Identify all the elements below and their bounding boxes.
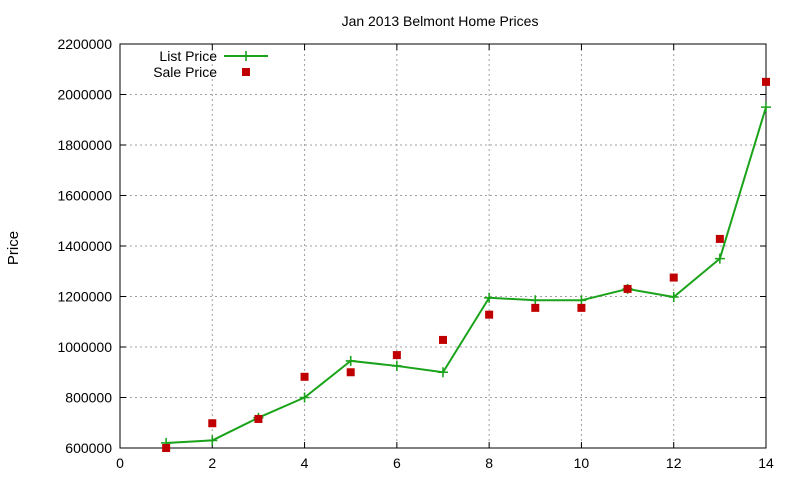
list-price-point xyxy=(207,435,218,446)
sale-price-point xyxy=(531,303,540,312)
y-tick-label: 600000 xyxy=(65,440,112,456)
y-tick-label: 1000000 xyxy=(57,339,112,355)
x-tick-label: 10 xyxy=(574,455,590,471)
y-tick-label: 1800000 xyxy=(57,137,112,153)
sale-price-point xyxy=(762,77,770,86)
sale-price-point xyxy=(485,310,494,319)
sale-price-point xyxy=(254,414,263,423)
x-tick-label: 2 xyxy=(208,455,216,471)
series-layer xyxy=(161,77,771,452)
x-tick-label: 14 xyxy=(758,455,774,471)
x-tick-label: 0 xyxy=(116,455,124,471)
list-price-point xyxy=(714,253,725,264)
y-tick-label: 1600000 xyxy=(57,188,112,204)
x-tick-label: 6 xyxy=(393,455,401,471)
list-price-point xyxy=(761,102,771,113)
list-price-point xyxy=(299,392,310,403)
sale-price-point xyxy=(715,234,724,243)
y-tick-label: 1200000 xyxy=(57,289,112,305)
y-tick-label: 2000000 xyxy=(57,87,112,103)
sale-price-point xyxy=(162,444,171,452)
legend-label: Sale Price xyxy=(153,64,217,80)
legend-plus-swatch xyxy=(241,51,251,61)
x-tick-label: 4 xyxy=(301,455,309,471)
sale-price-point xyxy=(577,303,586,312)
y-tick-label: 2200000 xyxy=(57,36,112,52)
sale-price-point xyxy=(439,335,447,344)
list-price-point xyxy=(668,292,679,303)
x-tick-label: 12 xyxy=(666,455,682,471)
list-price-point xyxy=(345,355,356,366)
list-price-line xyxy=(166,106,767,444)
y-tick-label: 800000 xyxy=(65,390,112,406)
list-price-point xyxy=(576,295,587,306)
series-0 xyxy=(161,102,771,448)
grid xyxy=(120,44,766,448)
list-price-point xyxy=(391,360,402,371)
sale-price-point xyxy=(300,372,309,381)
sale-price-point xyxy=(208,419,217,428)
sale-price-point xyxy=(392,351,401,360)
legend-label: List Price xyxy=(159,48,217,64)
y-axis-title: Price xyxy=(5,231,22,265)
sale-price-point xyxy=(346,368,355,377)
y-tick-label: 1400000 xyxy=(57,238,112,254)
list-price-point xyxy=(438,367,448,378)
sale-price-point xyxy=(623,284,632,293)
series-1 xyxy=(162,77,770,452)
list-price-point xyxy=(530,295,541,306)
x-tick-label: 8 xyxy=(485,455,493,471)
chart-title: Jan 2013 Belmont Home Prices xyxy=(342,13,539,29)
legend-square-swatch xyxy=(242,68,250,76)
axis-ticks: 0 2 4 6 8 10 12 14 600000 800000 1000000 1200000 140… xyxy=(57,36,774,471)
sale-price-point xyxy=(669,273,678,282)
list-price-point xyxy=(484,292,495,303)
